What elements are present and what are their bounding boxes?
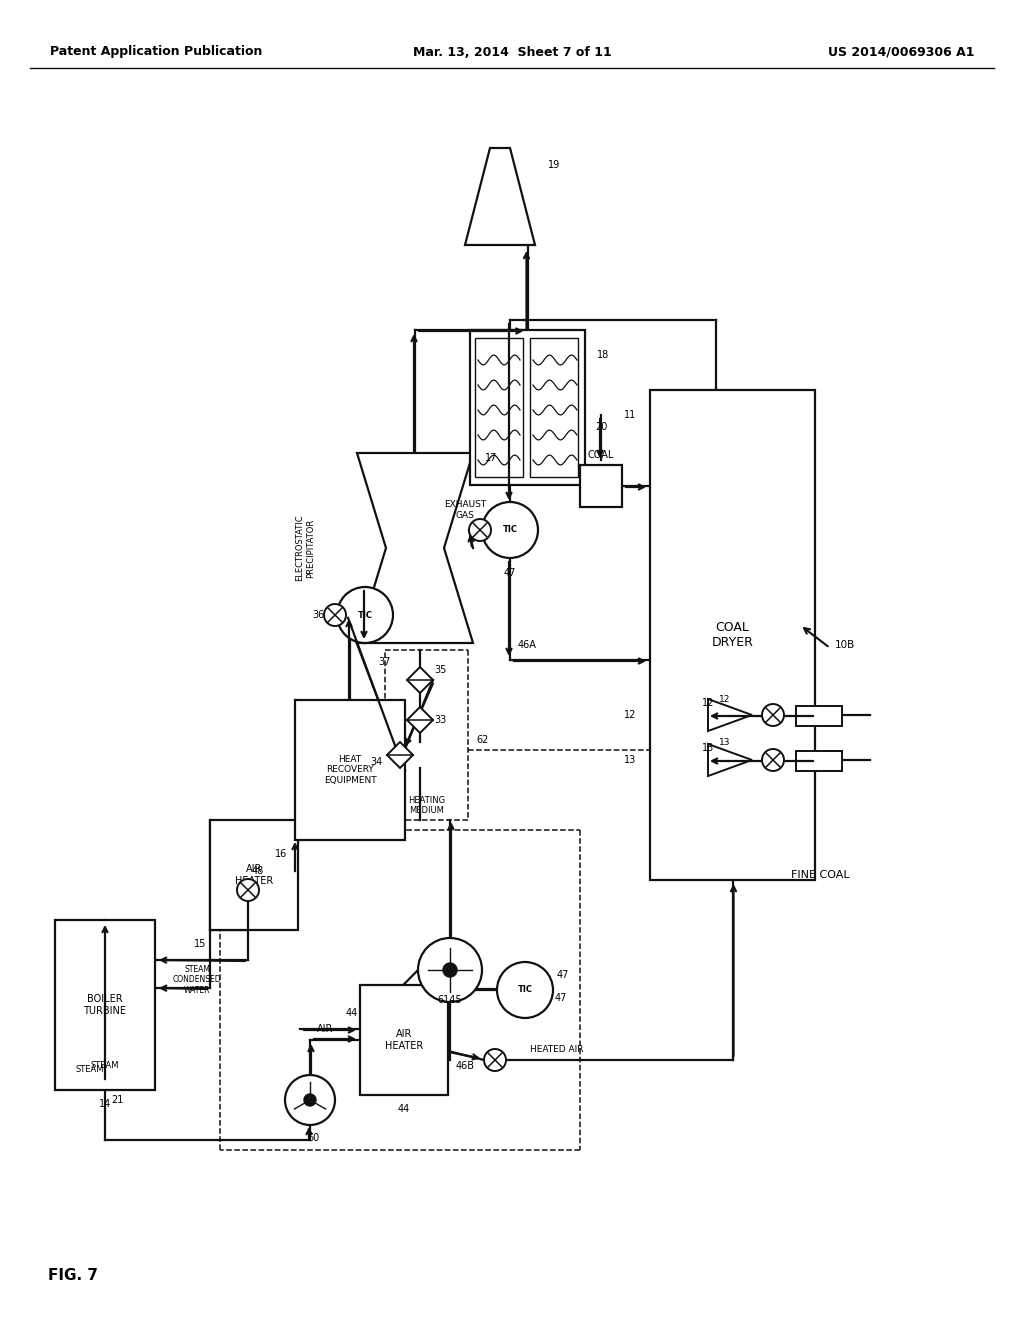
Circle shape [482, 502, 538, 558]
Text: 34: 34 [371, 756, 383, 767]
Text: STEAM: STEAM [91, 1060, 119, 1069]
Text: Patent Application Publication: Patent Application Publication [50, 45, 262, 58]
Text: STEAM
CONDENSED
WATER: STEAM CONDENSED WATER [173, 965, 221, 995]
Text: 33: 33 [434, 715, 446, 725]
Circle shape [285, 1074, 335, 1125]
Circle shape [443, 964, 457, 977]
Text: AIR
HEATER: AIR HEATER [234, 865, 273, 886]
Text: 13: 13 [719, 738, 730, 747]
Text: 44: 44 [346, 1008, 358, 1018]
Text: HEATING
MEDIUM: HEATING MEDIUM [408, 796, 445, 814]
Text: STEAM: STEAM [76, 1065, 104, 1074]
Circle shape [469, 519, 490, 541]
Text: AIR: AIR [316, 1024, 333, 1034]
Text: 37: 37 [378, 657, 390, 667]
Bar [530, 338, 578, 477]
Text: 11: 11 [624, 411, 636, 420]
Text: FIG. 7: FIG. 7 [48, 1267, 98, 1283]
Text: 47: 47 [504, 568, 516, 578]
Text: 12: 12 [624, 710, 636, 719]
Text: 47: 47 [557, 970, 569, 979]
Text: ELECTROSTATIC
PRECIPITATOR: ELECTROSTATIC PRECIPITATOR [295, 515, 314, 581]
Text: BOILER
TURBINE: BOILER TURBINE [84, 994, 127, 1016]
Text: 6145: 6145 [437, 995, 462, 1005]
Bar [210, 820, 298, 931]
Bar [475, 338, 523, 477]
Text: 21: 21 [111, 1096, 123, 1105]
Bar [650, 389, 815, 880]
Text: 18: 18 [597, 350, 609, 360]
Text: 20: 20 [595, 422, 607, 432]
Text: 17: 17 [485, 453, 498, 463]
Polygon shape [387, 742, 413, 768]
Text: 60: 60 [308, 1133, 321, 1143]
Circle shape [497, 962, 553, 1018]
Text: US 2014/0069306 A1: US 2014/0069306 A1 [827, 45, 974, 58]
Circle shape [337, 587, 393, 643]
Text: COAL: COAL [588, 450, 614, 459]
Text: 36: 36 [312, 610, 325, 620]
Circle shape [762, 748, 784, 771]
Circle shape [304, 1094, 316, 1106]
Bar [360, 985, 449, 1096]
Text: 13: 13 [624, 755, 636, 766]
Text: 15: 15 [194, 939, 206, 949]
Text: Mar. 13, 2014  Sheet 7 of 11: Mar. 13, 2014 Sheet 7 of 11 [413, 45, 611, 58]
Circle shape [484, 1049, 506, 1071]
Text: FINE COAL: FINE COAL [791, 870, 849, 880]
Text: 10B: 10B [835, 640, 855, 649]
Polygon shape [465, 148, 535, 246]
Polygon shape [407, 667, 433, 693]
Text: TIC: TIC [357, 610, 373, 619]
Text: 47: 47 [555, 993, 567, 1003]
Polygon shape [357, 453, 473, 643]
Circle shape [762, 704, 784, 726]
Text: HEAT
RECOVERY
EQUIPMENT: HEAT RECOVERY EQUIPMENT [324, 755, 376, 785]
Text: 12: 12 [701, 698, 714, 708]
Bar [55, 920, 155, 1090]
Text: TIC: TIC [503, 525, 517, 535]
Text: TIC: TIC [517, 986, 532, 994]
Text: HEATED AIR: HEATED AIR [530, 1045, 584, 1055]
Bar [796, 706, 842, 726]
Circle shape [237, 879, 259, 902]
Polygon shape [708, 744, 752, 776]
Text: 44: 44 [398, 1104, 411, 1114]
Text: COAL
DRYER: COAL DRYER [712, 620, 754, 649]
Text: EXHAUST
GAS: EXHAUST GAS [443, 500, 486, 520]
Text: 13: 13 [701, 743, 714, 752]
Text: 46A: 46A [518, 640, 537, 649]
Text: AIR
HEATER: AIR HEATER [385, 1030, 423, 1051]
Text: 19: 19 [548, 160, 560, 170]
Text: 12: 12 [719, 696, 730, 704]
Polygon shape [708, 700, 752, 731]
Circle shape [418, 939, 482, 1002]
Text: 62: 62 [476, 735, 488, 744]
Bar [295, 700, 406, 840]
Circle shape [324, 605, 346, 626]
Bar [580, 465, 622, 507]
Text: 46B: 46B [456, 1061, 475, 1071]
Text: 16: 16 [274, 849, 287, 859]
Polygon shape [407, 708, 433, 733]
Text: 48: 48 [252, 866, 264, 876]
Text: 35: 35 [434, 665, 446, 675]
Bar [470, 330, 585, 484]
Bar [796, 751, 842, 771]
Text: 14: 14 [99, 1100, 112, 1109]
